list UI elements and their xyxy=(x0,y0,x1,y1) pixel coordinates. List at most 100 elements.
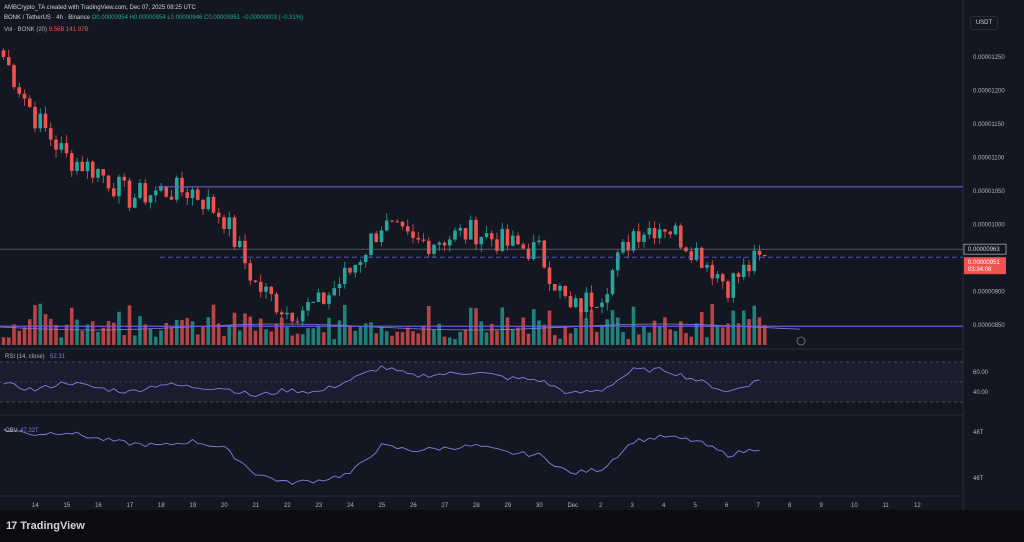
candle[interactable] xyxy=(762,254,767,256)
candle[interactable] xyxy=(321,292,326,304)
candle[interactable] xyxy=(678,225,683,248)
candle[interactable] xyxy=(600,302,604,308)
candle[interactable] xyxy=(101,169,106,176)
quote-currency-button[interactable]: USDT xyxy=(970,16,998,30)
candle[interactable] xyxy=(694,247,699,261)
candle[interactable] xyxy=(374,233,379,243)
candle[interactable] xyxy=(295,321,300,323)
candle[interactable] xyxy=(479,237,484,245)
candle[interactable] xyxy=(227,217,232,229)
candle[interactable] xyxy=(558,285,562,291)
candle[interactable] xyxy=(416,237,421,240)
candle[interactable] xyxy=(384,220,389,231)
candle[interactable] xyxy=(447,239,452,246)
candle[interactable] xyxy=(747,264,751,272)
candle[interactable] xyxy=(510,235,515,246)
candle[interactable] xyxy=(279,312,284,315)
candle[interactable] xyxy=(27,98,32,107)
candle[interactable] xyxy=(757,250,762,255)
candle[interactable] xyxy=(216,212,221,218)
candle[interactable] xyxy=(411,231,415,238)
candle[interactable] xyxy=(699,247,704,268)
volume-label[interactable]: Vol · BONK (20) xyxy=(4,27,48,33)
candle[interactable] xyxy=(505,229,510,246)
candle[interactable] xyxy=(222,217,226,229)
candle[interactable] xyxy=(741,264,746,278)
candle[interactable] xyxy=(12,65,16,88)
candle[interactable] xyxy=(400,221,405,227)
candle[interactable] xyxy=(631,231,636,251)
candle[interactable] xyxy=(542,240,547,268)
candle[interactable] xyxy=(726,281,730,298)
candle[interactable] xyxy=(54,139,58,150)
candle[interactable] xyxy=(657,229,662,239)
candle[interactable] xyxy=(668,231,673,235)
candle[interactable] xyxy=(568,296,573,308)
candle[interactable] xyxy=(64,143,69,154)
candle[interactable] xyxy=(80,161,85,172)
candle[interactable] xyxy=(610,270,615,295)
candle[interactable] xyxy=(332,288,337,296)
candle[interactable] xyxy=(673,225,678,235)
candle[interactable] xyxy=(442,242,447,246)
candle[interactable] xyxy=(17,87,22,94)
candle[interactable] xyxy=(531,242,536,259)
candle[interactable] xyxy=(6,57,11,66)
candle[interactable] xyxy=(526,248,531,259)
candle[interactable] xyxy=(584,292,589,313)
candle[interactable] xyxy=(111,188,116,197)
candle[interactable] xyxy=(621,241,625,253)
candle[interactable] xyxy=(437,242,442,245)
candle[interactable] xyxy=(495,239,499,251)
candle[interactable] xyxy=(342,267,347,285)
candle[interactable] xyxy=(106,175,111,189)
candle[interactable] xyxy=(96,169,100,178)
candle[interactable] xyxy=(363,254,368,262)
candle[interactable] xyxy=(211,196,216,213)
candle[interactable] xyxy=(636,231,641,242)
candle[interactable] xyxy=(379,230,384,243)
candle[interactable] xyxy=(594,306,599,308)
candle[interactable] xyxy=(90,161,95,178)
candle[interactable] xyxy=(117,176,121,197)
candle[interactable] xyxy=(59,143,64,150)
candle[interactable] xyxy=(327,295,331,304)
candle[interactable] xyxy=(752,250,757,272)
candle[interactable] xyxy=(248,263,253,281)
candle[interactable] xyxy=(85,161,90,172)
candle[interactable] xyxy=(201,199,205,210)
candle[interactable] xyxy=(605,294,610,303)
candle[interactable] xyxy=(22,93,27,99)
tradingview-brand[interactable]: 17 TradingView xyxy=(6,520,85,532)
candle[interactable] xyxy=(647,228,652,235)
candle[interactable] xyxy=(258,281,263,292)
candle[interactable] xyxy=(500,229,505,251)
candle[interactable] xyxy=(489,233,494,240)
candle[interactable] xyxy=(731,273,736,298)
candle[interactable] xyxy=(285,312,289,315)
candle[interactable] xyxy=(195,189,200,200)
candle[interactable] xyxy=(663,229,667,232)
scroll-to-realtime-icon[interactable] xyxy=(796,336,806,346)
candle[interactable] xyxy=(38,113,43,129)
candle[interactable] xyxy=(521,244,526,249)
candle[interactable] xyxy=(615,252,620,271)
candle[interactable] xyxy=(426,240,431,254)
candle[interactable] xyxy=(143,183,148,203)
candle[interactable] xyxy=(290,312,295,322)
candle[interactable] xyxy=(358,261,363,266)
candle[interactable] xyxy=(43,113,48,129)
candle[interactable] xyxy=(547,267,552,285)
candle[interactable] xyxy=(132,197,137,208)
candle[interactable] xyxy=(306,302,310,311)
candle[interactable] xyxy=(453,230,457,240)
candle[interactable] xyxy=(642,234,646,242)
candle[interactable] xyxy=(232,217,237,247)
candle[interactable] xyxy=(169,196,174,200)
candle[interactable] xyxy=(269,286,274,294)
candle[interactable] xyxy=(537,240,541,243)
candle[interactable] xyxy=(148,195,153,203)
candle[interactable] xyxy=(206,196,211,210)
candle[interactable] xyxy=(138,183,142,198)
